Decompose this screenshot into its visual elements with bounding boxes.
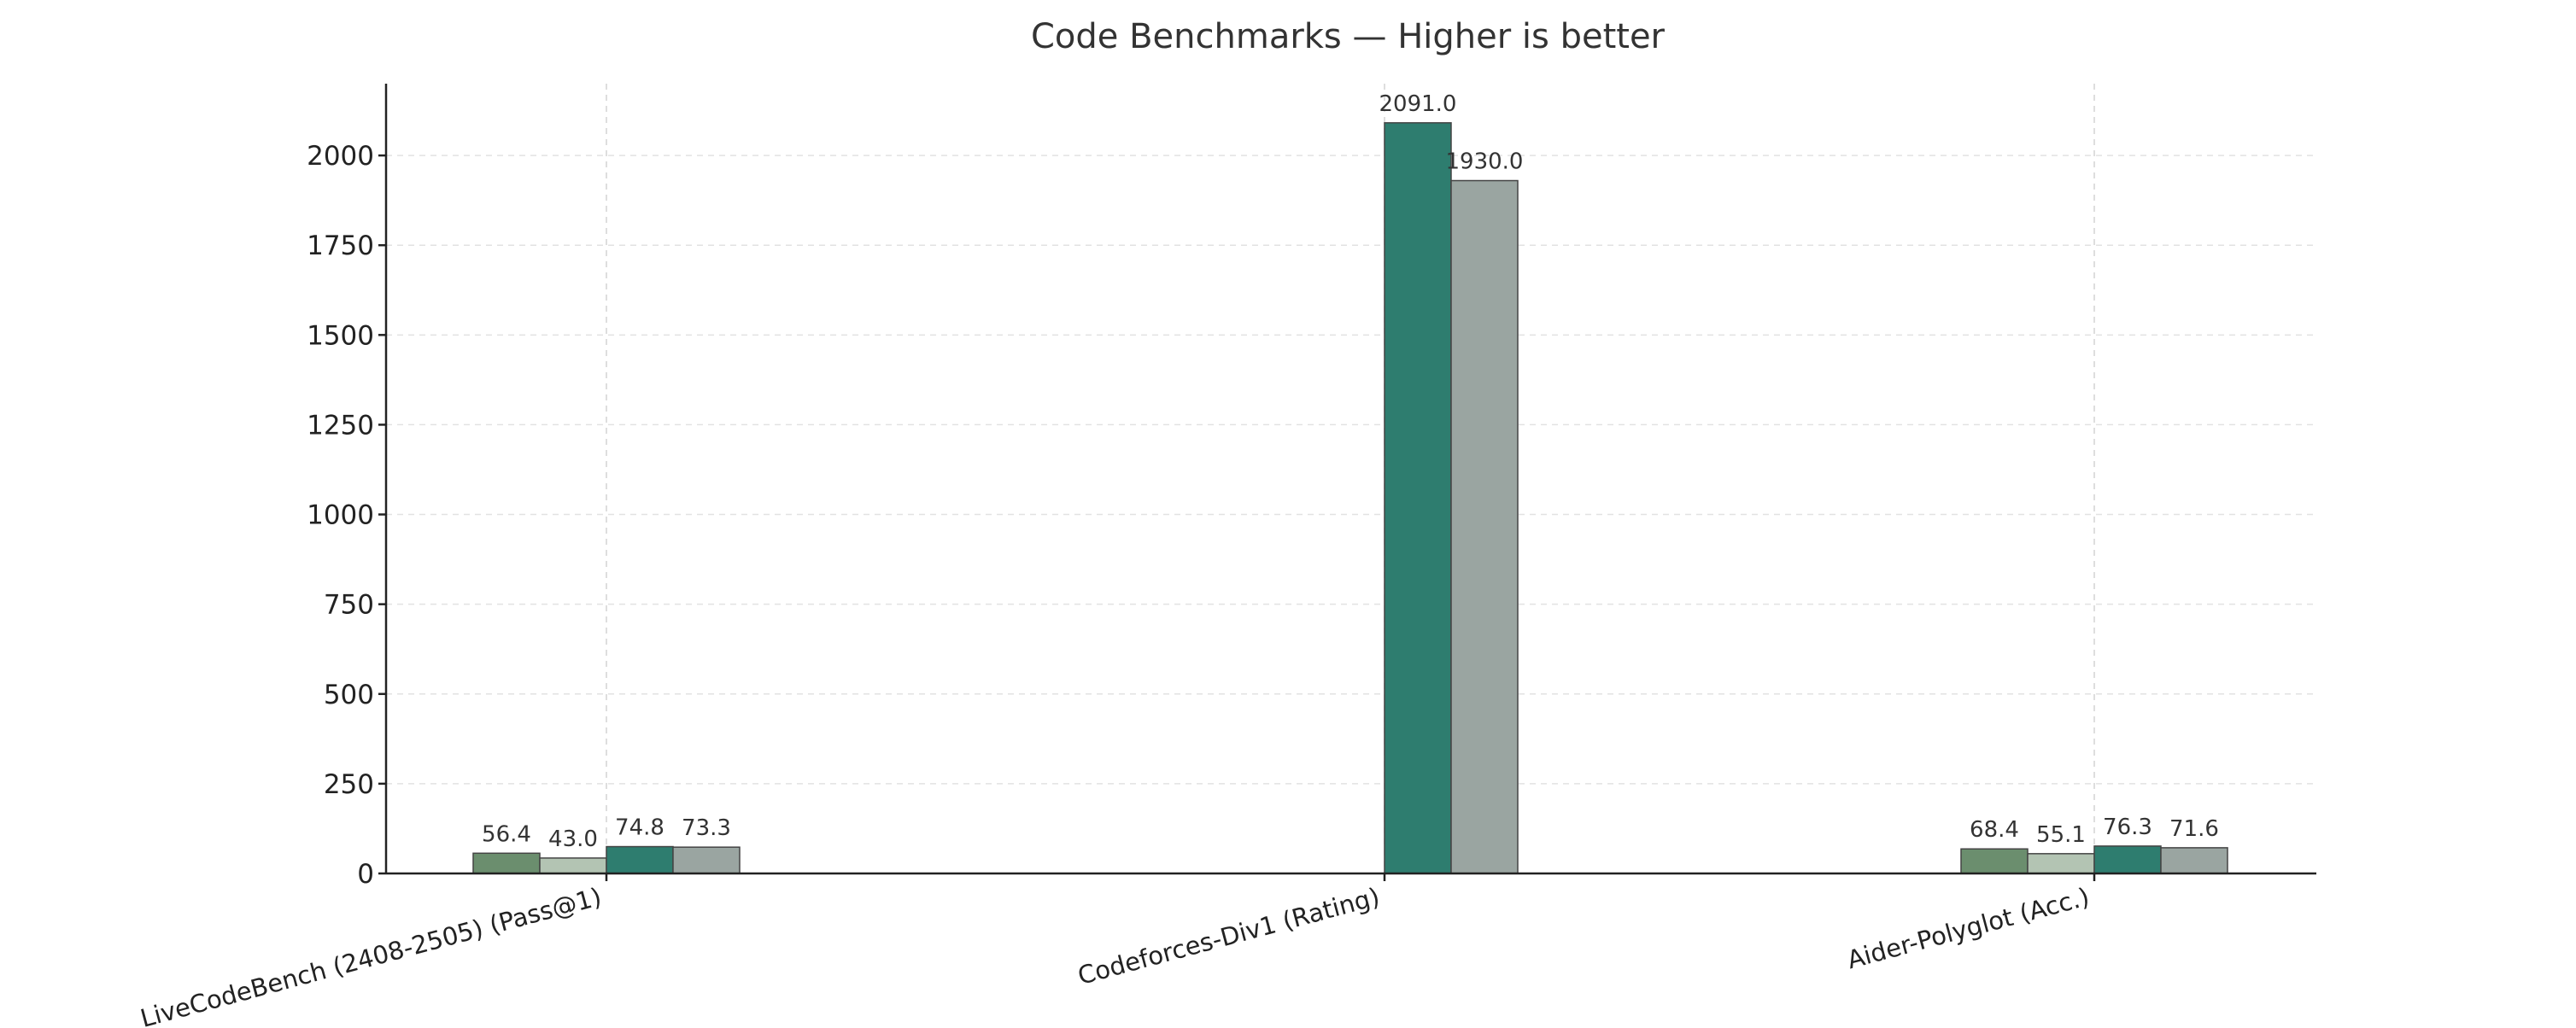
x-category-label: Aider-Polyglot (Acc.) — [1844, 882, 2093, 974]
bar-value-label: 55.1 — [2036, 822, 2086, 848]
y-tick-label: 1250 — [307, 410, 374, 441]
x-category-label: Codeforces-Div1 (Rating) — [1074, 882, 1383, 990]
bar — [1384, 122, 1452, 874]
bar-value-label: 74.8 — [615, 815, 664, 841]
bar — [1960, 848, 2029, 874]
bar-value-label: 56.4 — [482, 821, 531, 847]
bar — [539, 857, 607, 874]
bar-value-label: 2091.0 — [1379, 91, 1457, 117]
y-tick-label: 1000 — [307, 500, 374, 531]
bar — [472, 852, 541, 874]
x-axis-categories: LiveCodeBench (2408-2505) (Pass@1) Codefo… — [138, 873, 2096, 1028]
bars — [472, 122, 2228, 874]
bar — [672, 846, 741, 874]
y-tick-label: 1750 — [307, 231, 374, 261]
y-tick-label: 250 — [324, 769, 374, 800]
bar-value-label: 73.3 — [682, 815, 731, 841]
bar-value-label: 76.3 — [2103, 815, 2152, 840]
bar — [606, 845, 674, 874]
chart-title: Code Benchmarks — Higher is better — [1031, 17, 1666, 56]
y-tick-label: 2000 — [307, 141, 374, 172]
grid — [386, 84, 2316, 873]
bar — [2027, 853, 2095, 874]
bar-value-label: 43.0 — [548, 826, 598, 852]
y-tick-label: 750 — [324, 590, 374, 621]
bar-value-label: 71.6 — [2169, 816, 2219, 842]
bar — [2160, 847, 2228, 874]
value-labels: 56.4 68.4 43.0 55.1 74.8 2091.0 76.3 73.3 1930.0… — [482, 91, 2219, 852]
x-category-label: LiveCodeBench (2408-2505) (Pass@1) — [138, 882, 605, 1028]
y-tick-label: 500 — [324, 680, 374, 710]
bar-value-label: 68.4 — [1970, 817, 2019, 843]
y-axis-ticks: 0 250 500 750 1000 1250 1500 1750 2000 — [307, 141, 386, 890]
y-tick-label: 0 — [357, 859, 374, 890]
bar — [1450, 179, 1519, 874]
bar-value-label: 1930.0 — [1446, 149, 1524, 175]
bar — [2093, 845, 2162, 874]
y-tick-label: 1500 — [307, 320, 374, 351]
